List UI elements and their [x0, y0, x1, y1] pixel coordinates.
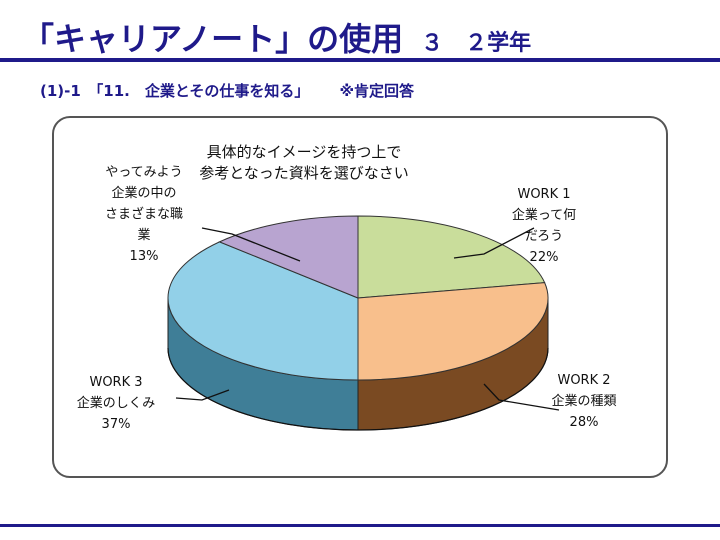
- slice-label-2-line-1: WORK 2: [557, 373, 610, 388]
- pie-slices: [167, 215, 549, 381]
- slice-percent-3: 37%: [102, 417, 131, 432]
- slice-label-4-line-3: さまざまな職: [105, 206, 183, 222]
- chart-question-line-1: 具体的なイメージを持つ上で: [207, 143, 402, 161]
- leader-line-4: [201, 227, 301, 262]
- pie-slice-2: [357, 282, 549, 381]
- slice-percent-1: 22%: [530, 250, 559, 265]
- title-text: 「キャリアノート」の使用: [22, 20, 404, 58]
- chart-question-line-2: 参考となった資料を選びなさい: [199, 164, 409, 182]
- slice-label-2-line-2: 企業の種類: [551, 393, 616, 409]
- slice-label-1-line-2: 企業って何: [512, 207, 576, 223]
- title-underline: [0, 58, 720, 62]
- pie-rim: [167, 347, 549, 431]
- bottom-rule: [0, 524, 720, 527]
- affirmative-note: ※肯定回答: [339, 82, 415, 100]
- slice-label-1-line-3: だろう: [525, 229, 563, 244]
- slice-percent-4: 13%: [130, 249, 159, 264]
- slice-label-1-line-1: WORK 1: [517, 187, 570, 202]
- leader-line-1: [453, 227, 535, 259]
- leader-line-3: [175, 389, 230, 401]
- slide-title: 「キャリアノート」の使用 ３ ２学年: [22, 14, 531, 60]
- leader-line-2: [483, 383, 560, 411]
- subtitle-text: (1)-1 「11. 企業とその仕事を知る」: [40, 82, 310, 100]
- slice-label-3-line-2: 企業のしくみ: [77, 395, 156, 411]
- slide-subtitle: (1)-1 「11. 企業とその仕事を知る」 ※肯定回答: [40, 80, 414, 101]
- pie-slice-1: [357, 215, 546, 299]
- grade-label: ３ ２学年: [421, 31, 532, 56]
- slice-label-3-line-1: WORK 3: [89, 375, 142, 390]
- slice-label-4-line-2: 企業の中の: [111, 185, 176, 201]
- leader-lines: [175, 227, 560, 411]
- pie-chart: 具体的なイメージを持つ上で 参考となった資料を選びなさい WORK 1 企業って何…: [77, 143, 617, 432]
- slice-label-4-line-1: やってみよう: [105, 165, 182, 180]
- slice-label-4-line-4: 業: [137, 227, 150, 243]
- slice-percent-2: 28%: [570, 415, 599, 430]
- chart-panel: 具体的なイメージを持つ上で 参考となった資料を選びなさい WORK 1 企業って何…: [52, 116, 668, 478]
- pie-slice-3: [167, 241, 359, 381]
